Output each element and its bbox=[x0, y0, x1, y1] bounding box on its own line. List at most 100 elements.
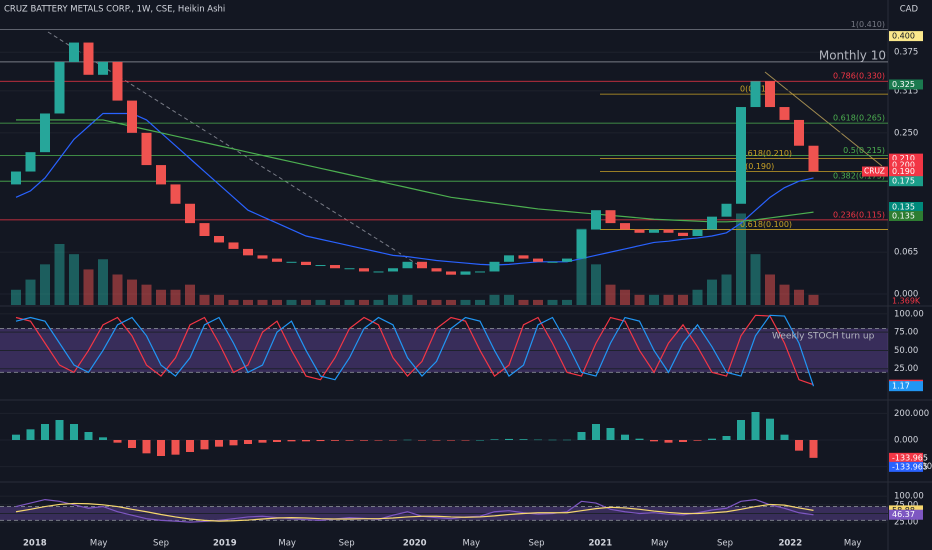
candle bbox=[359, 268, 369, 272]
y-tick-label: 0.000 bbox=[894, 290, 918, 300]
volume-bar bbox=[185, 284, 195, 305]
histogram-bar bbox=[664, 440, 673, 443]
y-tick-label: 50.00 bbox=[894, 346, 918, 356]
candle bbox=[446, 271, 456, 275]
chart-title: CRUZ BATTERY METALS CORP., 1W, CSE, Heik… bbox=[4, 5, 225, 15]
y-tick-label: 0.065 bbox=[894, 248, 918, 258]
volume-bar bbox=[489, 294, 500, 305]
volume-bar bbox=[678, 294, 688, 305]
volume-bar bbox=[562, 299, 572, 305]
price-badge bbox=[889, 160, 923, 171]
histogram-bar bbox=[41, 424, 49, 440]
histogram-bar bbox=[490, 439, 499, 440]
volume-bar bbox=[765, 274, 775, 305]
annotation: Weekly STOCH turn up bbox=[772, 332, 875, 342]
candle bbox=[127, 100, 137, 133]
volume-bar bbox=[388, 294, 398, 305]
histogram-bar bbox=[461, 440, 470, 441]
histogram-bar bbox=[519, 439, 528, 440]
histogram-bar bbox=[592, 424, 600, 440]
histogram-bar bbox=[418, 440, 426, 441]
volume-bar bbox=[127, 279, 137, 305]
price-badge bbox=[889, 461, 923, 472]
y-tick-label: 25.00 bbox=[894, 518, 918, 528]
price-badge bbox=[889, 79, 923, 90]
trend-line bbox=[764, 71, 883, 167]
volume-bar bbox=[170, 289, 181, 305]
volume-bar bbox=[214, 294, 224, 305]
volume-bar bbox=[750, 254, 761, 305]
candle bbox=[475, 271, 485, 273]
candle bbox=[199, 223, 210, 237]
histogram-bar bbox=[258, 440, 267, 443]
histogram-bar bbox=[606, 428, 615, 440]
candle bbox=[112, 61, 123, 101]
volume-bar bbox=[446, 299, 456, 305]
x-tick-label: Sep bbox=[153, 539, 169, 549]
volume-bar bbox=[359, 299, 369, 305]
y-tick-label: 0.375 bbox=[894, 48, 918, 58]
price-badge-label: 0.200 bbox=[892, 161, 915, 170]
fib-label: 0.618(0.210) bbox=[740, 149, 792, 158]
histogram-bar bbox=[737, 420, 745, 440]
histogram-bar bbox=[548, 439, 557, 441]
candle bbox=[736, 107, 746, 204]
volume-label: 1.369K bbox=[892, 297, 921, 306]
candle bbox=[98, 61, 108, 75]
histogram-bar bbox=[650, 440, 658, 442]
volume-bar bbox=[721, 274, 732, 305]
histogram-bar bbox=[621, 434, 629, 440]
volume-bar bbox=[286, 299, 297, 305]
symbol-label: CRUZ bbox=[864, 167, 885, 176]
price-badge bbox=[889, 210, 923, 221]
price-badge-label: 0.210 bbox=[892, 154, 915, 163]
candle bbox=[794, 119, 804, 146]
histogram-bar bbox=[128, 440, 136, 448]
price-badge-label: 0.135 bbox=[892, 202, 915, 211]
x-tick-label: 2018 bbox=[23, 539, 47, 549]
histogram-bar bbox=[316, 440, 325, 442]
candle bbox=[185, 203, 195, 224]
volume-bar bbox=[156, 289, 166, 305]
candle bbox=[489, 261, 500, 272]
candle bbox=[591, 210, 601, 230]
candle bbox=[692, 229, 703, 237]
volume-bar bbox=[69, 254, 79, 305]
volume-bar bbox=[98, 259, 108, 305]
y-tick-label: 75.00 bbox=[894, 500, 918, 510]
histogram-bar bbox=[751, 412, 760, 440]
price-badge bbox=[889, 176, 923, 187]
volume-bar bbox=[431, 299, 442, 305]
histogram-bar bbox=[142, 440, 151, 454]
series-line bbox=[15, 498, 814, 523]
volume-bar bbox=[25, 279, 36, 305]
candle bbox=[11, 171, 21, 185]
price-badge bbox=[889, 31, 923, 42]
candle bbox=[431, 268, 442, 272]
volume-bar bbox=[591, 264, 601, 305]
volume-bar bbox=[576, 228, 587, 305]
candle bbox=[301, 261, 311, 266]
candle bbox=[141, 132, 152, 166]
price-badge bbox=[889, 452, 923, 463]
histogram-bar bbox=[200, 440, 209, 450]
price-badge bbox=[889, 153, 923, 164]
candle bbox=[576, 229, 587, 259]
fib-label: 1(0.190) bbox=[740, 162, 774, 171]
candle bbox=[25, 152, 36, 172]
series-line bbox=[16, 119, 814, 223]
x-tick-label: 2019 bbox=[213, 539, 237, 549]
candle bbox=[54, 61, 65, 114]
histogram-bar bbox=[374, 440, 383, 441]
volume-bar bbox=[620, 289, 630, 305]
histogram-bar bbox=[577, 432, 586, 440]
candle bbox=[344, 268, 355, 270]
candle bbox=[620, 223, 630, 230]
histogram-bar bbox=[229, 440, 238, 446]
histogram-bar bbox=[389, 440, 397, 441]
histogram-bar bbox=[679, 440, 687, 442]
histogram-bar bbox=[273, 440, 281, 442]
candle bbox=[504, 255, 514, 262]
